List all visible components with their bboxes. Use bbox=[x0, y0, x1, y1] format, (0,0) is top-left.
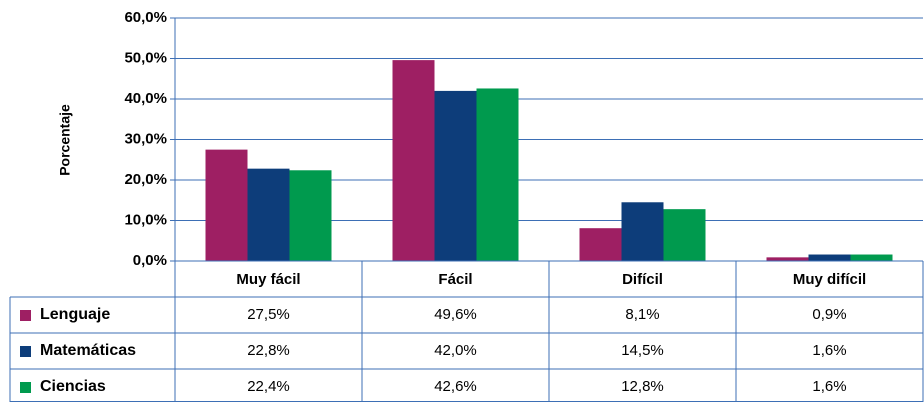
bar bbox=[621, 202, 664, 261]
table-value: 1,6% bbox=[812, 378, 846, 395]
legend-label: Lenguaje bbox=[40, 306, 110, 323]
table-value: 42,0% bbox=[434, 342, 477, 359]
bar bbox=[205, 149, 248, 261]
bar bbox=[808, 254, 851, 261]
table-value: 12,8% bbox=[621, 378, 664, 395]
table-value: 8,1% bbox=[625, 306, 659, 323]
bar bbox=[663, 209, 706, 261]
table-value: 27,5% bbox=[247, 306, 290, 323]
y-tick-label: 40,0% bbox=[124, 90, 167, 107]
y-tick-label: 50,0% bbox=[124, 49, 167, 66]
table-value: 22,8% bbox=[247, 342, 290, 359]
legend-label: Ciencias bbox=[40, 378, 106, 395]
table-value: 14,5% bbox=[621, 342, 664, 359]
legend-swatch bbox=[20, 346, 31, 357]
table-value: 1,6% bbox=[812, 342, 846, 359]
bar bbox=[850, 254, 893, 261]
x-tick-label: Muy difícil bbox=[793, 271, 866, 288]
bar bbox=[476, 88, 519, 261]
bar bbox=[289, 170, 332, 261]
bar bbox=[766, 257, 809, 261]
y-tick-label: 10,0% bbox=[124, 211, 167, 228]
x-tick-label: Muy fácil bbox=[236, 271, 300, 288]
legend-swatch bbox=[20, 310, 31, 321]
table-value: 22,4% bbox=[247, 378, 290, 395]
y-axis-label: Porcentaje bbox=[57, 104, 73, 176]
table-value: 49,6% bbox=[434, 306, 477, 323]
y-tick-label: 20,0% bbox=[124, 171, 167, 188]
bar bbox=[434, 90, 477, 262]
bar bbox=[247, 168, 290, 261]
x-tick-label: Fácil bbox=[438, 271, 472, 288]
table-value: 42,6% bbox=[434, 378, 477, 395]
y-tick-label: 60,0% bbox=[124, 9, 167, 26]
y-tick-label: 0,0% bbox=[133, 252, 167, 269]
y-tick-label: 30,0% bbox=[124, 130, 167, 147]
table-value: 0,9% bbox=[812, 306, 846, 323]
bar bbox=[392, 60, 435, 262]
bar bbox=[579, 228, 622, 261]
legend-label: Matemáticas bbox=[40, 342, 136, 359]
x-tick-label: Difícil bbox=[622, 271, 663, 288]
legend-swatch bbox=[20, 382, 31, 393]
